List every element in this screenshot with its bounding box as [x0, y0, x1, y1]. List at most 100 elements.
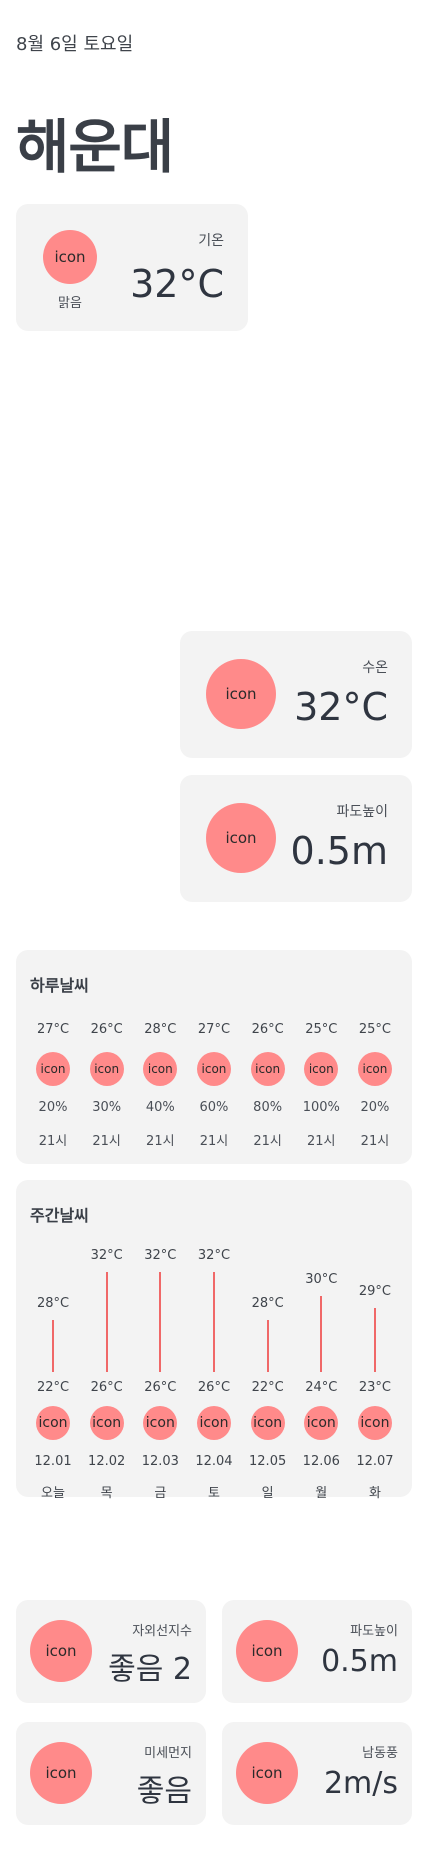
hourly-precip: 100% [302, 1100, 340, 1115]
hourly-weather-icon: icon [143, 1052, 178, 1086]
weekly-high-temp: 28°C [36, 1296, 70, 1311]
hourly-item: 25°C icon 20% 21시 [352, 1022, 398, 1150]
hourly-temp: 27°C [197, 1022, 231, 1037]
temp-label: 기온 [198, 233, 224, 249]
wind-speed-value: 2m/s [323, 1766, 398, 1801]
weekly-item: 32°C 26°C icon 12.03 금 [137, 1244, 183, 1501]
hourly-time: 21시 [146, 1134, 175, 1149]
weekly-date: 12.01 [34, 1454, 72, 1469]
location-title: 해운대 [16, 113, 174, 181]
hourly-forecast-card: 하루날씨 27°C icon 20% 21시 26°C icon 30% 21시… [16, 950, 412, 1164]
wave-height-detail-card: icon 파도높이 0.5m [222, 1600, 412, 1703]
wave-detail-label: 파도높이 [350, 1624, 398, 1639]
hourly-item: 25°C icon 100% 21시 [298, 1022, 344, 1150]
weather-condition: 맑음 [58, 296, 82, 311]
dust-value: 좋음 [136, 1774, 192, 1809]
weekly-high-temp: 29°C [358, 1284, 391, 1299]
weekly-weather-icon: icon [36, 1406, 70, 1440]
hourly-temp: 26°C [90, 1022, 123, 1037]
wave-icon: icon [206, 803, 276, 873]
hourly-temp: 25°C [358, 1022, 391, 1037]
temp-range-bar [159, 1272, 162, 1372]
weekly-weather-icon: icon [357, 1406, 392, 1440]
weekly-day: 화 [368, 1486, 381, 1501]
hourly-precip: 20% [38, 1100, 68, 1115]
temp-range-bar [373, 1308, 376, 1372]
weekly-item: 32°C 26°C icon 12.02 목 [84, 1244, 130, 1501]
weekly-date: 12.03 [141, 1454, 179, 1469]
weekly-date: 12.04 [195, 1454, 233, 1469]
weekly-low-temp: 22°C [36, 1380, 70, 1395]
dust-label: 미세먼지 [144, 1746, 192, 1761]
weekly-date: 12.06 [302, 1454, 340, 1469]
weekly-high-temp: 28°C [251, 1296, 284, 1311]
dust-icon: icon [30, 1742, 92, 1804]
wind-card: icon 남동풍 2m/s [222, 1722, 412, 1825]
hourly-weather-icon: icon [89, 1052, 124, 1086]
wave-height-value: 0.5m [290, 829, 388, 873]
temp-range-bar [266, 1320, 269, 1372]
weekly-day: 오늘 [41, 1486, 65, 1501]
temp-range-bar [105, 1272, 108, 1372]
hourly-item: 27°C icon 20% 21시 [30, 1022, 76, 1150]
weekly-low-temp: 24°C [305, 1380, 338, 1395]
weekly-day: 목 [100, 1486, 113, 1501]
weekly-weather-icon: icon [143, 1406, 178, 1440]
weekly-high-temp: 32°C [144, 1248, 177, 1263]
wave-height-card: icon 파도높이 0.5m [180, 775, 412, 902]
weekly-weather-icon: icon [304, 1406, 339, 1440]
weekly-item: 28°C 22°C icon 12.01 오늘 [30, 1244, 76, 1501]
wind-icon: icon [236, 1742, 298, 1804]
hourly-temp: 25°C [305, 1022, 338, 1037]
weekly-day: 일 [261, 1486, 274, 1501]
hourly-time: 21시 [307, 1134, 336, 1149]
hourly-precip: 40% [145, 1100, 175, 1115]
weekly-item: 32°C 26°C icon 12.04 토 [191, 1244, 237, 1501]
hourly-temp: 26°C [251, 1022, 284, 1037]
hourly-time: 21시 [38, 1134, 68, 1149]
uv-index-card: icon 자외선지수 좋음 2 [16, 1600, 206, 1703]
hourly-weather-icon: icon [196, 1052, 231, 1086]
weekly-high-temp: 32°C [90, 1248, 123, 1263]
weekly-weather-icon: icon [89, 1406, 124, 1440]
hourly-weather-icon: icon [304, 1052, 339, 1086]
current-temp-card: icon 맑음 기온 32°C [16, 204, 248, 331]
hourly-item: 26°C icon 80% 21시 [245, 1022, 291, 1150]
weekly-weather-icon: icon [196, 1406, 231, 1440]
hourly-item: 26°C icon 30% 21시 [84, 1022, 130, 1150]
water-temp-value: 32°C [294, 685, 388, 729]
hourly-precip: 20% [360, 1100, 390, 1115]
hourly-weather-icon: icon [36, 1052, 70, 1086]
weekly-item: 29°C 23°C icon 12.07 화 [352, 1244, 398, 1501]
hourly-precip: 60% [199, 1100, 229, 1115]
weekly-date: 12.07 [356, 1454, 394, 1469]
hourly-precip: 80% [253, 1100, 283, 1115]
weekly-item: 28°C 22°C icon 12.05 일 [245, 1244, 291, 1501]
weekly-list: 28°C 22°C icon 12.01 오늘 32°C 26°C icon 1… [30, 1244, 398, 1501]
weekly-low-temp: 26°C [144, 1380, 177, 1395]
temp-range-bar [212, 1272, 215, 1372]
uv-label: 자외선지수 [132, 1624, 192, 1639]
hourly-item: 28°C icon 40% 21시 [137, 1022, 183, 1150]
hourly-time: 21시 [360, 1134, 390, 1149]
weekly-low-temp: 22°C [251, 1380, 284, 1395]
wave-icon: icon [236, 1620, 298, 1682]
wind-direction-label: 남동풍 [362, 1746, 398, 1761]
water-temp-icon: icon [206, 659, 276, 729]
weekly-high-temp: 30°C [305, 1272, 338, 1287]
wave-detail-value: 0.5m [321, 1644, 398, 1679]
hourly-weather-icon: icon [250, 1052, 285, 1086]
weekly-low-temp: 26°C [197, 1380, 231, 1395]
water-temp-card: icon 수온 32°C [180, 631, 412, 758]
weekly-forecast-card: 주간날씨 28°C 22°C icon 12.01 오늘 32°C 26°C i… [16, 1180, 412, 1501]
hourly-temp: 28°C [144, 1022, 177, 1037]
hourly-time: 21시 [199, 1134, 229, 1149]
weekly-title: 주간날씨 [30, 1206, 89, 1225]
hourly-weather-icon: icon [357, 1052, 392, 1086]
temp-range-bar [52, 1320, 54, 1372]
hourly-item: 27°C icon 60% 21시 [191, 1022, 237, 1150]
weekly-day: 월 [315, 1486, 328, 1501]
temp-value: 32°C [130, 262, 224, 306]
weekly-low-temp: 26°C [90, 1380, 123, 1395]
hourly-temp: 27°C [36, 1022, 70, 1037]
